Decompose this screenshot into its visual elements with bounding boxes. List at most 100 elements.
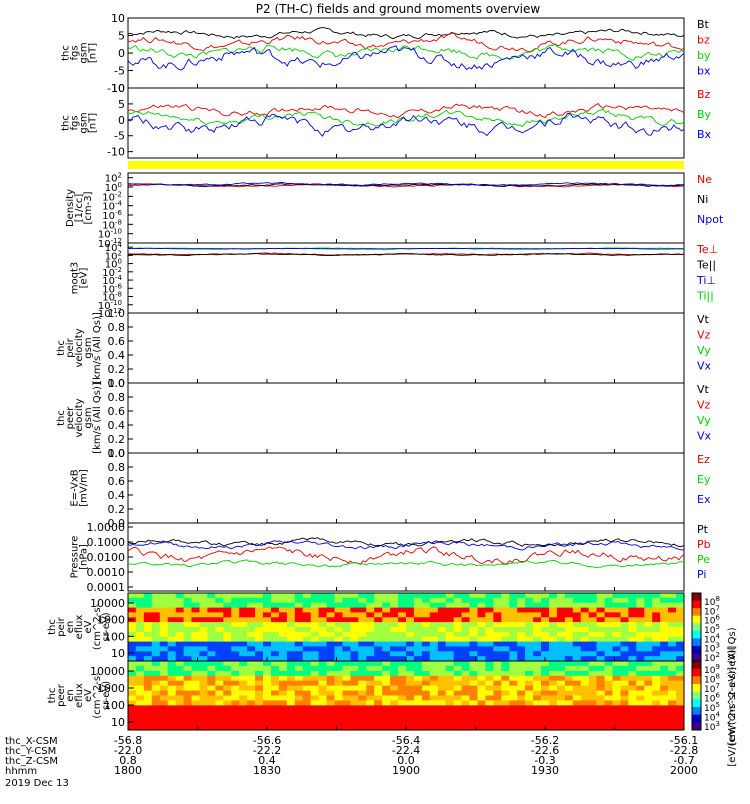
spectrogram-cell (612, 602, 621, 609)
spectrogram-cell (128, 700, 137, 706)
spectrogram-cell (517, 651, 526, 657)
spectrogram-cell (223, 627, 232, 633)
spectrogram-cell (128, 720, 137, 726)
spectrogram-cell (541, 705, 550, 711)
spectrogram-cell (374, 627, 383, 633)
spectrogram-cell (668, 646, 677, 652)
spectrogram-cell (644, 665, 653, 672)
spectrogram-cell (382, 646, 391, 652)
spectrogram-cell (668, 661, 677, 667)
spectrogram-cell (286, 636, 296, 643)
spectrogram-cell (223, 665, 232, 672)
spectrogram-cell (128, 690, 137, 696)
spectrogram-cell (366, 612, 375, 618)
series-line-bz (127, 32, 685, 52)
spectrogram-cell (342, 612, 351, 618)
spectrogram-cell (286, 641, 296, 647)
spectrogram-cell (199, 705, 208, 711)
spectrogram-cell (620, 636, 629, 643)
y-tick-label: 5 (118, 30, 125, 43)
spectrogram-cell (445, 627, 455, 633)
spectrogram-cell (421, 680, 431, 687)
spectrogram-cell (271, 700, 280, 706)
spectrogram-cell (191, 607, 200, 613)
spectrogram-cell (239, 631, 248, 638)
ylabel-line: peir (56, 616, 67, 636)
spectrogram-cell (525, 725, 534, 731)
y-tick-label: 0.6 (108, 405, 126, 418)
spectrogram-cell (143, 602, 153, 609)
spectrogram-cell (533, 627, 542, 633)
spectrogram-cell (159, 661, 169, 667)
spectrogram-cell (191, 646, 200, 652)
ylabel-line: peir (65, 337, 76, 357)
legend-Te: Te|| (696, 259, 716, 272)
spectrogram-cell (676, 705, 685, 711)
spectrogram-cell (406, 631, 415, 638)
y-tick-label: 10 (111, 12, 125, 25)
spectrogram-cell (382, 720, 391, 726)
panel-peir_vel-frame (127, 312, 685, 384)
spectrogram-cell (135, 670, 145, 677)
spectrogram-cell (199, 725, 208, 731)
panel-pressure-frame (127, 522, 685, 592)
spectrogram-cell (596, 685, 605, 691)
spectrogram-cell (477, 700, 486, 706)
spectrogram-cell (493, 725, 502, 731)
spectrogram-cell (572, 636, 582, 643)
spectrogram-cell (390, 627, 399, 633)
spectrogram-cell (191, 690, 200, 696)
spectrogram-cell (437, 665, 447, 672)
spectrogram-cell (477, 675, 486, 682)
spectrogram-cell (572, 593, 582, 599)
xaxis-value-x: -56.2 (531, 734, 559, 747)
spectrogram-cell (461, 651, 470, 657)
spectrogram-cell (302, 612, 312, 618)
spectrogram-cell (263, 710, 272, 716)
spectrogram-cell (596, 700, 605, 706)
spectrogram-cell (350, 646, 359, 652)
legend-Pb: Pb (697, 538, 711, 551)
spectrogram-cell (406, 700, 415, 706)
y-tick-label: 10 (111, 716, 125, 729)
xaxis-row-label: hhmm (5, 766, 37, 777)
legend-Ex: Ex (697, 493, 711, 506)
spectrogram-cell (668, 725, 677, 731)
spectrogram-cell (358, 636, 367, 643)
spectrogram-cell (199, 690, 208, 696)
spectrogram-cell (549, 661, 558, 667)
xaxis-value-x: -56.1 (670, 734, 698, 747)
spectrogram-cell (271, 675, 280, 682)
colorbar-label: [eV/(cm^2-s-sr-eV)] (727, 646, 738, 746)
spectrogram-cell (326, 725, 335, 731)
spectrogram-cell (128, 665, 137, 672)
spectrogram-cell (525, 656, 534, 662)
spectrogram-cell (644, 627, 653, 633)
spectrogram-cell (231, 680, 240, 687)
spectrogram-cell (493, 680, 502, 687)
spectrogram-cell (159, 597, 169, 604)
spectrogram-cell (239, 715, 248, 721)
spectrogram-cell (509, 675, 518, 682)
spectrogram-cell (509, 651, 518, 657)
spectrogram-cell (302, 597, 312, 604)
spectrogram-cell (294, 636, 304, 643)
spectrogram-cell (278, 680, 288, 687)
spectrogram-cell (652, 602, 661, 609)
spectrogram-cell (231, 685, 240, 691)
spectrogram-cell (461, 656, 470, 662)
spectrogram-cell (533, 720, 542, 726)
spectrogram-cell (556, 597, 566, 604)
spectrogram-cell (612, 670, 621, 677)
spectrogram-cell (660, 685, 669, 691)
spectrogram-cell (413, 675, 423, 682)
spectrogram-cell (286, 705, 296, 711)
spectrogram-cell (286, 593, 296, 599)
spectrogram-cell (294, 670, 304, 677)
spectrogram-cell (310, 612, 320, 618)
spectrogram-cell (255, 617, 264, 623)
spectrogram-cell (278, 690, 288, 696)
spectrogram-cell (469, 627, 478, 633)
